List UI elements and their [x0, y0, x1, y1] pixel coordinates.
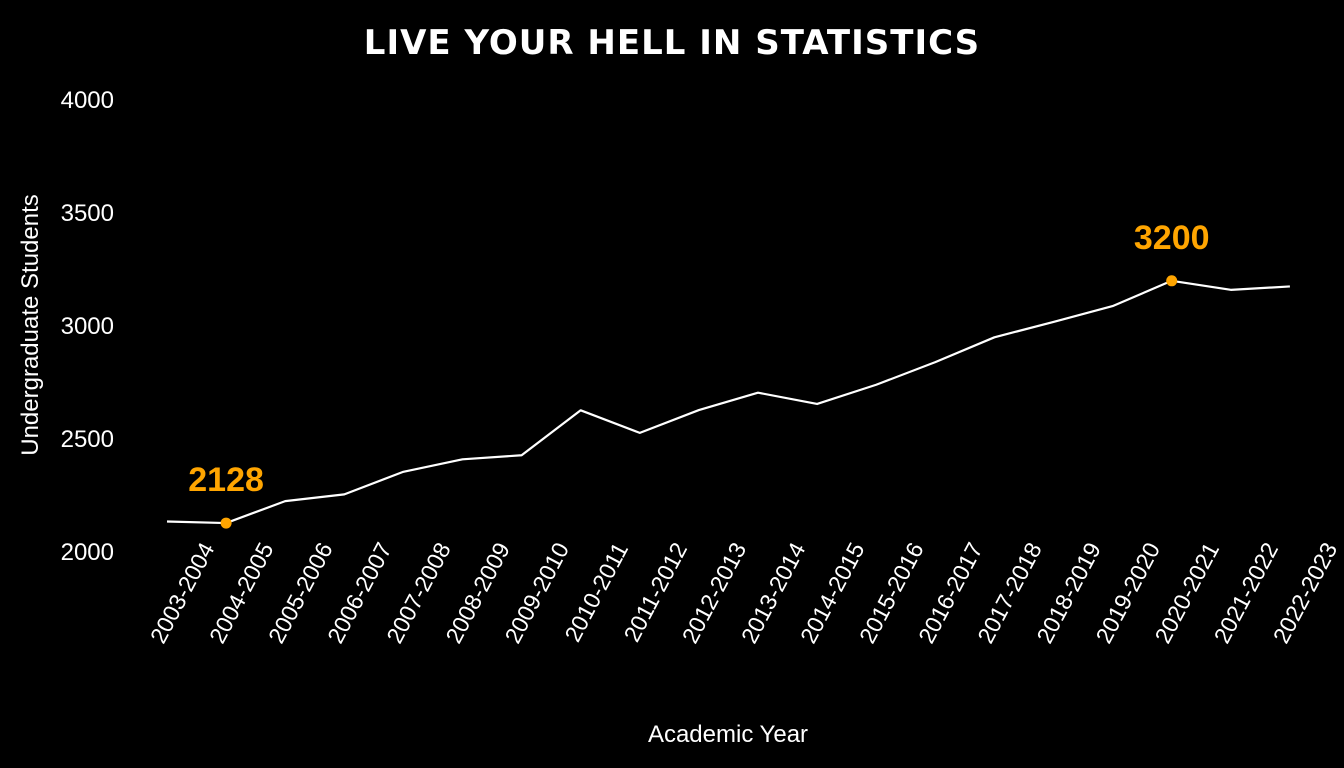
y-tick-label: 2500 [61, 426, 114, 453]
y-tick-label: 4000 [61, 87, 114, 114]
x-axis-label: Academic Year [648, 721, 808, 748]
x-axis-ticks: 2003-20042004-20052005-20062006-20072007… [145, 538, 1342, 648]
highlight-point [1166, 275, 1178, 287]
y-tick-label: 3500 [61, 200, 114, 227]
y-tick-label: 2000 [61, 539, 114, 566]
series-line [166, 279, 1290, 525]
y-axis-ticks: 2000 2500 3000 3500 4000 [61, 87, 114, 566]
highlight-value-label: 2128 [188, 461, 264, 499]
y-tick-label: 3000 [61, 313, 114, 340]
chart-title: LIVE YOUR HELL IN STATISTICS [364, 23, 980, 63]
highlight-point [220, 517, 232, 529]
highlight-value-label: 3200 [1134, 219, 1210, 257]
annotations: 2128 3200 [188, 219, 1210, 529]
y-axis-label: Undergraduate Students [17, 194, 44, 456]
